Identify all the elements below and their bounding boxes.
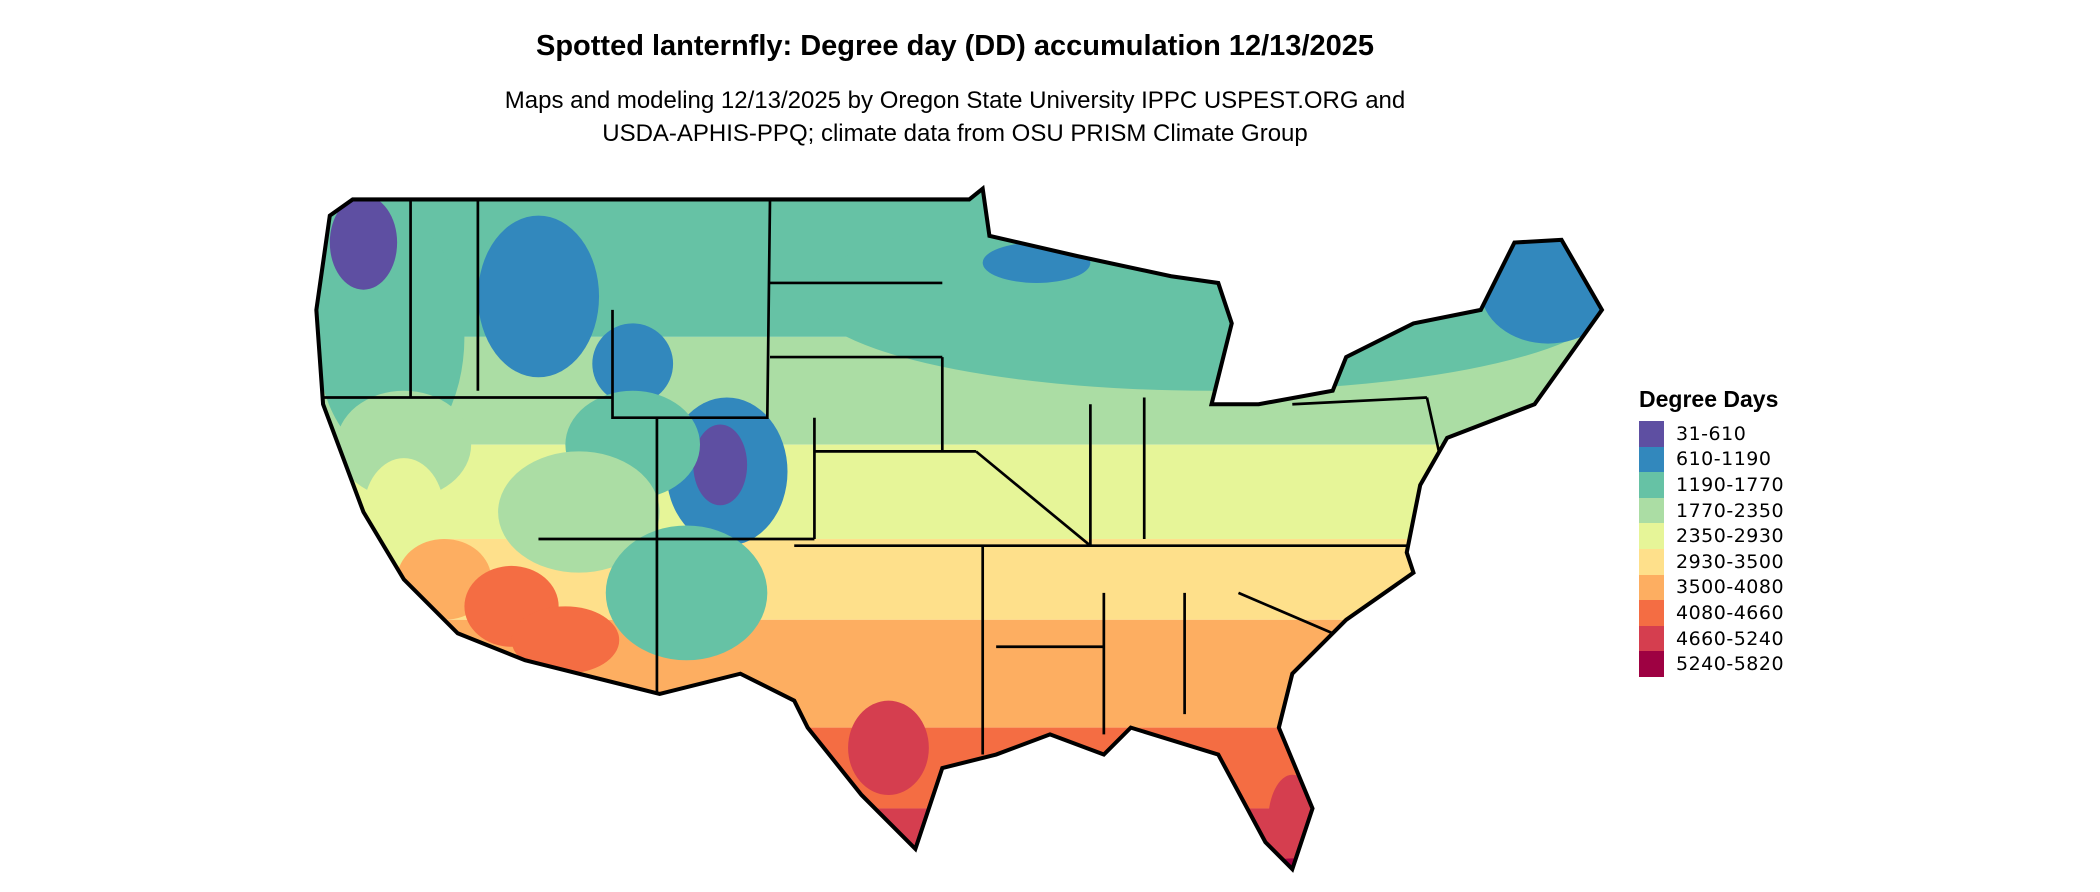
- legend-label: 3500-4080: [1676, 576, 1785, 599]
- subtitle-line-1: Maps and modeling 12/13/2025 by Oregon S…: [504, 87, 1406, 114]
- subtitle-line-2: USDA-APHIS-PPQ; climate data from OSU PR…: [602, 120, 1308, 147]
- legend-item: 4660-5240: [1639, 625, 1785, 652]
- dd-band: [316, 808, 1602, 870]
- state-border: [323, 199, 1442, 755]
- legend-swatch: [1639, 446, 1664, 473]
- legend-swatch: [1639, 574, 1664, 601]
- legend-swatch: [1639, 497, 1664, 524]
- dd-region: [605, 525, 768, 661]
- map-title: Spotted lanternfly: Degree day (DD) accu…: [535, 30, 1375, 62]
- dd-region: [511, 606, 620, 674]
- legend-item: 4080-4660: [1639, 600, 1784, 626]
- legend-label: 2930-3500: [1676, 550, 1785, 573]
- legend-label: 31-610: [1676, 422, 1747, 445]
- legend-item: 5240-5820: [1639, 651, 1784, 677]
- legend-label: 610-1190: [1676, 448, 1772, 471]
- dd-region: [477, 215, 600, 378]
- legend-swatch: [1639, 421, 1664, 447]
- dd-region: [363, 458, 445, 566]
- legend-item: 3500-4080: [1639, 574, 1785, 601]
- legend-label: 4660-5240: [1676, 627, 1785, 650]
- legend-swatch: [1639, 651, 1664, 677]
- legend-label: 4080-4660: [1676, 601, 1785, 624]
- legend-item: 1190-1770: [1639, 472, 1784, 498]
- legend-label: 1770-2350: [1676, 499, 1785, 522]
- legend-item: 2930-3500: [1639, 548, 1785, 575]
- map-subtitle: Maps and modeling 12/13/2025 by Oregon S…: [0, 84, 1910, 150]
- legend-swatch: [1639, 600, 1664, 626]
- legend-swatch: [1639, 523, 1664, 549]
- legend: Degree Days 31-610 610-1190 1190-1770 1770-…: [1639, 386, 1784, 677]
- dd-region: [498, 451, 660, 573]
- legend-title: Degree Days: [1639, 386, 1779, 412]
- legend-label: 1190-1770: [1676, 473, 1785, 496]
- dd-region: [329, 195, 398, 290]
- legend-item: 2350-2930: [1639, 523, 1784, 549]
- legend-label: 5240-5820: [1676, 653, 1785, 676]
- dd-band: [316, 619, 1602, 728]
- dd-region: [1480, 235, 1602, 344]
- legend-item: 31-610: [1639, 421, 1784, 447]
- legend-item: 1770-2350: [1639, 497, 1785, 524]
- dd-region: [336, 390, 472, 499]
- dd-region: [848, 700, 929, 795]
- legend-swatch: [1639, 472, 1664, 498]
- legend-swatch: [1639, 625, 1664, 652]
- legend-item: 610-1190: [1639, 446, 1784, 473]
- legend-label: 2350-2930: [1676, 525, 1785, 548]
- dd-region: [693, 424, 748, 506]
- legend-swatch: [1639, 548, 1664, 575]
